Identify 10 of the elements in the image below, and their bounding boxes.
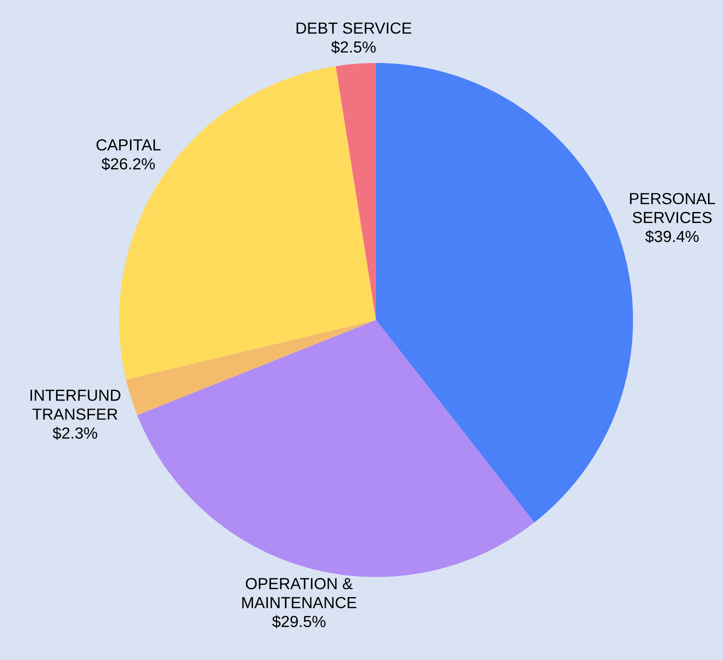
slice-label: DEBT SERVICE: [296, 22, 412, 34]
slice-label: CAPITAL: [96, 139, 160, 151]
data-label: $2.3%: [52, 426, 98, 440]
slice-label: INTERFUND TRANSFER: [30, 390, 120, 420]
slice-label: OPERATION & MAINTENANCE: [242, 578, 356, 608]
slice-label: PERSONAL SERVICES: [630, 192, 716, 224]
data-label: $39.4%: [645, 230, 699, 244]
data-label: $29.5%: [272, 615, 326, 628]
data-label: $26.2%: [102, 158, 155, 170]
data-label: $2.5%: [331, 40, 376, 54]
